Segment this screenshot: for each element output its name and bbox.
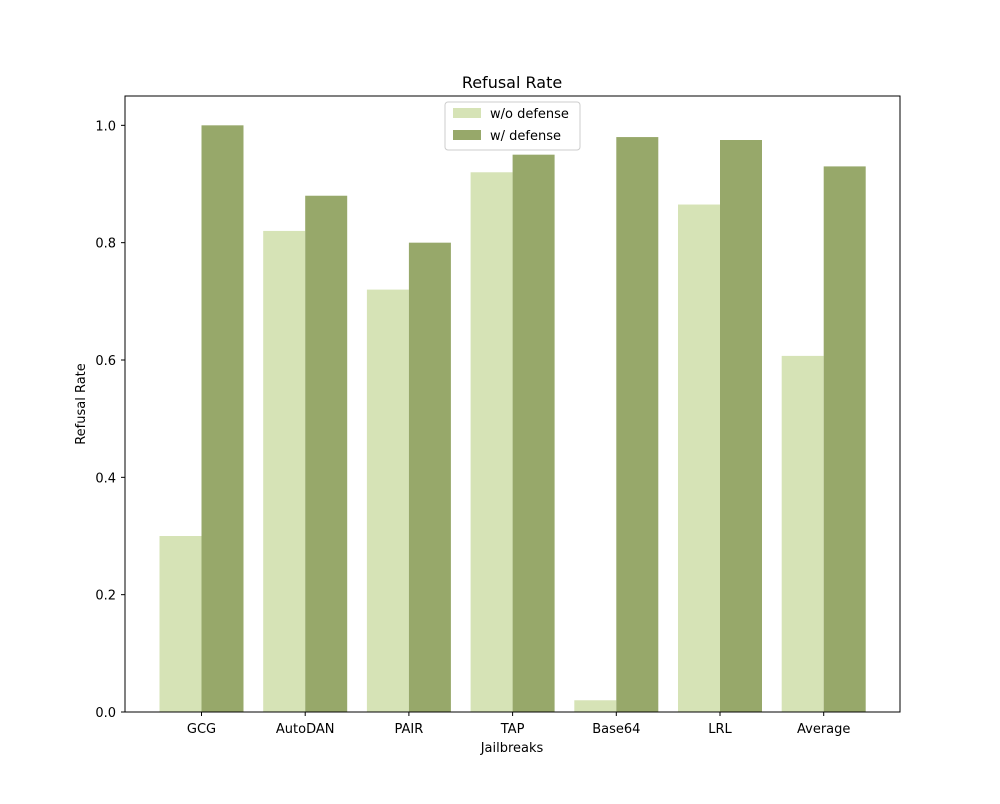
y-axis: 0.0 0.2 0.4 0.6 0.8 1.0 [95, 119, 125, 721]
x-tick-label: PAIR [395, 722, 424, 737]
y-tick-label: 0.6 [95, 354, 116, 369]
y-tick-label: 0.4 [95, 471, 116, 486]
bar-w-defense-base64 [616, 137, 659, 712]
legend-swatch-w-defense [453, 130, 481, 140]
bar-wo-defense-gcg [159, 536, 202, 712]
x-tick-label: AutoDAN [276, 722, 335, 737]
y-tick-label: 0.8 [95, 237, 116, 252]
bar-w-defense-lrl [720, 140, 762, 712]
bar-wo-defense-tap [470, 172, 513, 712]
y-axis-label: Refusal Rate [74, 363, 89, 445]
x-tick-label: Average [797, 722, 850, 737]
bar-w-defense-average [823, 166, 866, 712]
y-tick-label: 0.2 [95, 589, 116, 604]
bars-layer [159, 125, 866, 713]
bar-wo-defense-base64 [574, 700, 617, 712]
y-tick-label: 0.0 [95, 706, 116, 721]
plot-frame [124, 95, 901, 713]
x-axis-label: Jailbreaks [480, 741, 544, 756]
x-tick-label: LRL [708, 722, 732, 737]
bar-wo-defense-average [781, 355, 824, 712]
legend-label-wo-defense: w/o defense [490, 107, 569, 122]
chart-title: Refusal Rate [462, 73, 562, 92]
bar-wo-defense-lrl [678, 204, 720, 712]
bar-w-defense-gcg [201, 125, 244, 712]
x-tick-label: GCG [187, 722, 216, 737]
x-tick-label: Base64 [592, 722, 640, 737]
bar-wo-defense-pair [366, 289, 409, 712]
bar-wo-defense-autodan [263, 230, 306, 712]
x-tick-label: TAP [500, 722, 525, 737]
bar-w-defense-tap [512, 154, 555, 713]
legend-label-w-defense: w/ defense [490, 129, 561, 144]
legend-swatch-wo-defense [453, 108, 481, 118]
y-tick-label: 1.0 [95, 119, 116, 134]
bar-w-defense-pair [408, 242, 451, 713]
legend: w/o defense w/ defense [444, 101, 581, 151]
x-axis: GCG AutoDAN PAIR TAP Base64 LRL Average [187, 712, 850, 737]
bar-w-defense-autodan [305, 195, 348, 713]
